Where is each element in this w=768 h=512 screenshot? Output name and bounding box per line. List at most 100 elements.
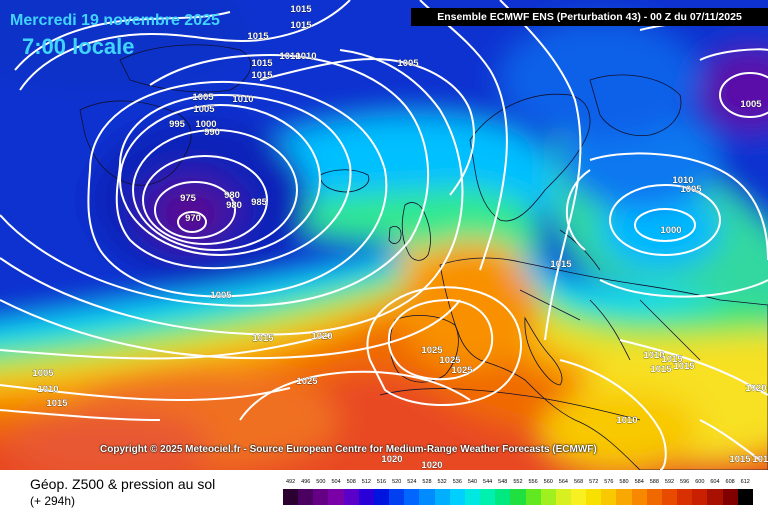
legend-label: 572 [589,479,599,485]
pressure-label: 1015 [251,58,273,69]
legend-label: 540 [467,479,478,485]
pressure-label: 1015 [673,361,695,372]
legend-swatch [661,489,678,505]
legend-swatch [328,489,344,505]
legend-swatch [677,489,693,505]
pressure-label: 1025 [421,345,443,356]
legend-swatch [646,489,662,505]
pressure-label: 1015 [247,31,269,42]
legend-swatch [525,489,541,505]
pressure-label: 1005 [32,368,54,379]
legend-swatch [389,489,405,505]
legend-swatch [707,489,723,505]
pressure-label: 980 [224,190,240,201]
pressure-label: 1015 [650,364,672,375]
legend-swatch [555,489,571,505]
legend-colors [283,489,753,505]
pressure-label: 1015 [752,454,768,465]
legend-swatch [510,489,526,505]
geopotential-field [0,0,768,470]
legend-swatch [298,489,314,505]
pressure-label: 1020 [745,383,766,394]
pressure-label: 1025 [439,355,461,366]
pressure-label: 1015 [252,333,274,344]
pressure-label: 1010 [37,384,58,395]
pressure-label: 1005 [680,184,702,195]
legend-label: 612 [740,479,750,485]
pressure-label: 1010 [616,415,637,426]
legend-label: 564 [558,479,568,485]
pressure-label: 1025 [296,376,318,387]
pressure-label: 1010 [643,350,664,361]
pressure-label: 970 [185,213,201,224]
weather-map: 1015 1015 1015 1010 1010 1015 1015 1005 1005 1010… [0,0,768,470]
pressure-label: 1010 [279,51,300,62]
legend-swatch [283,489,299,505]
pressure-label: 1015 [729,454,751,465]
pressure-label: 985 [251,197,268,208]
legend-label: 552 [513,479,523,485]
title-date: Mercredi 19 novembre 2025 [10,12,220,29]
legend-swatch [358,489,374,505]
legend-label: 584 [634,479,644,485]
field-label: Géop. Z500 & pression au sol [30,476,216,492]
legend-label: 500 [316,479,326,485]
pressure-label: 990 [204,127,220,138]
legend-swatch [586,489,602,505]
legend-swatch [313,489,329,505]
pressure-label: 1020 [381,454,402,465]
legend-label: 496 [301,479,311,485]
legend-swatch [419,489,435,505]
color-legend: 492 496 500 504 508 512 516 520 524 528 532 536 540 5… [283,477,753,507]
legend-label: 532 [437,479,447,485]
legend-label: 544 [483,479,493,485]
pressure-label: 1010 [672,175,693,186]
legend-label: 596 [680,479,690,485]
pressure-label: 1025 [451,365,473,376]
model-header: Ensemble ECMWF ENS (Perturbation 43) - 0… [411,8,768,26]
legend-swatch [495,489,511,505]
legend-swatch [373,489,390,505]
legend-swatch [449,489,465,505]
legend-swatch [404,489,420,505]
title-time: 7:00 locale [22,34,135,59]
legend-swatch [631,489,647,505]
pressure-label: 1015 [550,259,572,270]
legend-swatch [722,489,738,505]
pressure-label: 1015 [251,70,273,81]
legend-label: 604 [710,479,720,485]
isobars [0,0,768,470]
legend-label: 504 [331,479,341,485]
pressure-label: 1010 [295,51,316,62]
legend-label: 592 [664,479,675,485]
legend-label: 492 [285,479,296,485]
pressure-label: 1005 [193,104,215,115]
legend-label: 576 [604,479,614,485]
legend-swatch [692,489,708,505]
legend-swatch [343,489,359,505]
pressure-label: 1015 [290,20,312,31]
legend-label: 520 [392,479,402,485]
legend-swatch [616,489,632,505]
copyright-notice: Copyright © 2025 Meteociel.fr - Source E… [100,444,597,455]
pressure-label: 1000 [195,119,216,130]
legend-label: 508 [346,479,356,485]
legend-label: 524 [407,479,417,485]
legend-label: 512 [361,479,371,485]
pressure-label: 1005 [740,99,762,110]
legend-swatch [540,489,556,505]
forecast-hour: (+ 294h) [30,494,76,508]
legend-label: 608 [725,479,735,485]
legend-label: 600 [695,479,705,485]
legend-label: 548 [498,479,508,485]
legend-label: 580 [619,479,629,485]
pressure-label: 1005 [210,290,232,301]
legend-label: 516 [376,479,387,485]
legend-swatch [464,489,481,505]
pressure-label: 1005 [192,92,214,103]
legend-label: 560 [543,479,553,485]
pressure-label: 1010 [232,94,253,105]
pressure-label: 1015 [290,4,312,15]
legend-swatch [737,489,753,505]
